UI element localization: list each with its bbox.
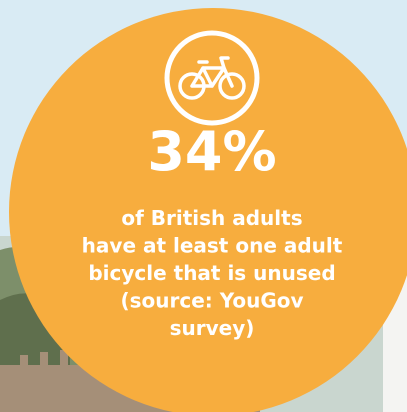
- description-line: survey): [170, 316, 255, 340]
- description: of British adults have at least one adult…: [82, 206, 343, 340]
- badge-circle: [9, 8, 407, 412]
- stat-value: 34%: [147, 120, 276, 183]
- description-line: (source: YouGov: [120, 289, 303, 313]
- icon-ring: [164, 30, 260, 126]
- description-line: bicycle that is unused: [88, 261, 335, 285]
- bicycle-icon: [178, 56, 246, 100]
- description-line: have at least one adult: [82, 234, 343, 258]
- description-line: of British adults: [121, 206, 302, 230]
